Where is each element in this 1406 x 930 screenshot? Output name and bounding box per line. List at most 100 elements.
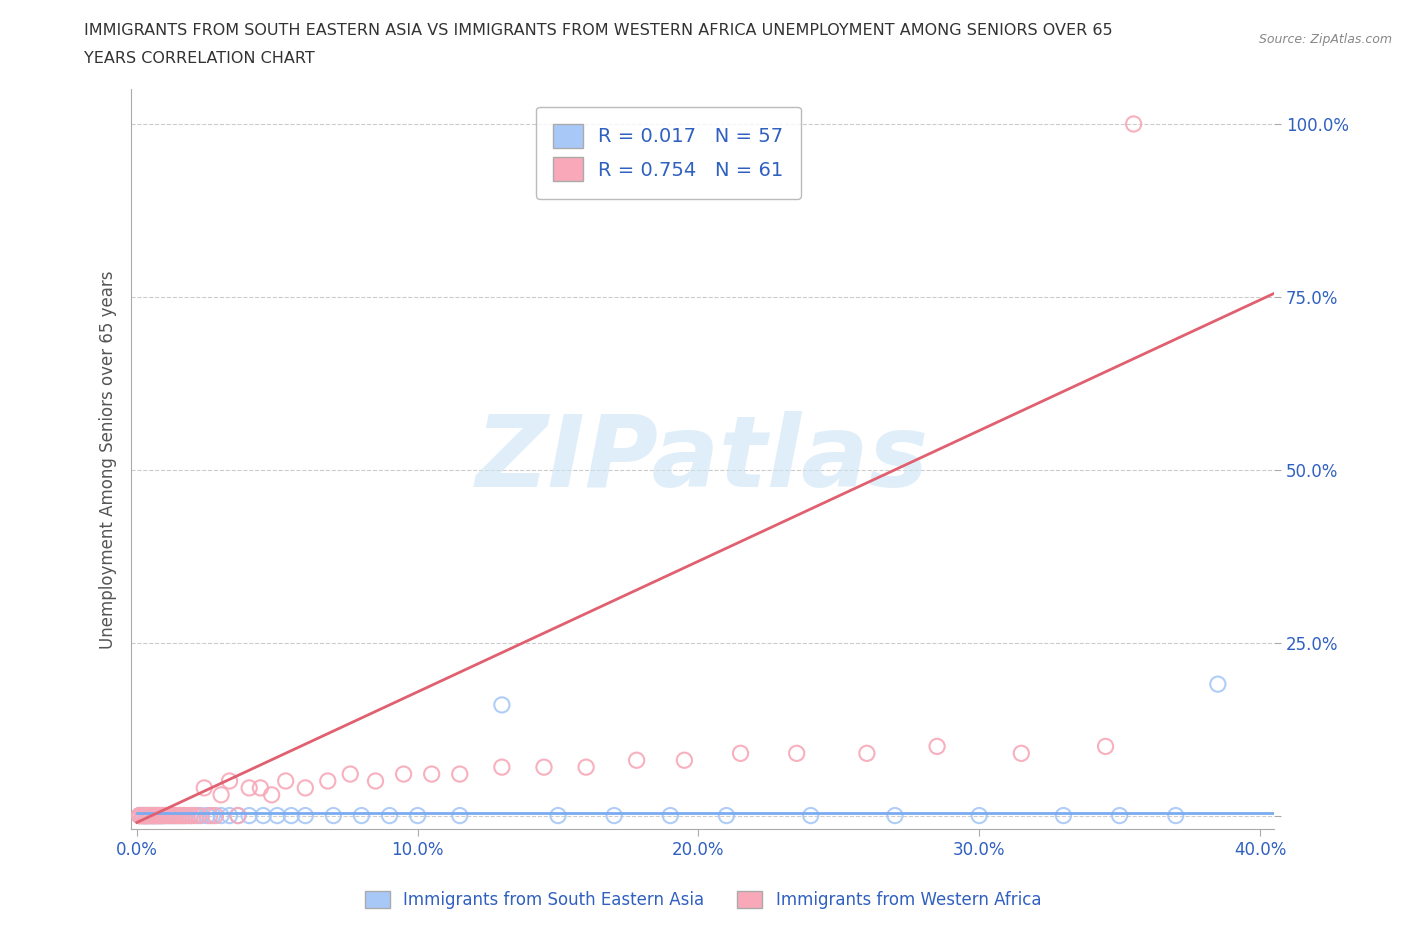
Point [209,808,232,823]
Point [153,808,176,823]
Point [150,808,173,823]
Point [134,808,156,823]
Point [184,808,207,823]
Point [128,808,150,823]
Point [1010,746,1032,761]
Point [420,766,443,781]
Point [260,788,283,803]
Point [226,808,249,823]
Point [800,808,823,823]
Point [294,780,316,795]
Point [193,780,215,795]
Point [159,808,181,823]
Point [173,808,195,823]
Point [139,808,162,823]
Point [179,808,201,823]
Point [162,808,184,823]
Point [139,808,162,823]
Point [659,808,682,823]
Point [350,808,373,823]
Point [491,760,513,775]
Point [139,808,162,823]
Point [673,752,696,767]
Point [1206,677,1229,692]
Point [176,808,198,823]
Point [406,808,429,823]
Point [142,808,165,823]
Point [190,808,212,823]
Point [201,808,224,823]
Point [280,808,302,823]
Point [167,808,190,823]
Point [128,808,150,823]
Point [134,808,156,823]
Point [364,774,387,789]
Point [218,774,240,789]
Point [153,808,176,823]
Point [925,739,948,754]
Text: IMMIGRANTS FROM SOUTH EASTERN ASIA VS IMMIGRANTS FROM WESTERN AFRICA UNEMPLOYMEN: IMMIGRANTS FROM SOUTH EASTERN ASIA VS IM… [84,23,1114,38]
Point [136,808,159,823]
Point [142,808,165,823]
Legend: Immigrants from South Eastern Asia, Immigrants from Western Africa: Immigrants from South Eastern Asia, Immi… [356,883,1050,917]
Point [173,808,195,823]
Point [249,780,271,795]
Text: ZIPatlas: ZIPatlas [477,411,929,508]
Point [626,752,648,767]
Point [142,808,165,823]
Point [294,808,316,823]
Text: Source: ZipAtlas.com: Source: ZipAtlas.com [1258,33,1392,46]
Point [187,808,209,823]
Point [1052,808,1074,823]
Point [967,808,990,823]
Point [1108,808,1130,823]
Point [156,808,179,823]
Point [131,808,153,823]
Point [181,808,204,823]
Point [136,808,159,823]
Point [148,808,170,823]
Point [198,808,221,823]
Point [145,808,167,823]
Point [1094,739,1116,754]
Point [136,808,159,823]
Point [266,808,288,823]
Point [145,808,167,823]
Point [449,766,471,781]
Point [491,698,513,712]
Point [150,808,173,823]
Point [179,808,201,823]
Point [533,760,555,775]
Point [142,808,165,823]
Point [252,808,274,823]
Point [209,788,232,803]
Point [145,808,167,823]
Y-axis label: Unemployment Among Seniors over 65 years: Unemployment Among Seniors over 65 years [100,270,117,648]
Point [167,808,190,823]
Point [238,808,260,823]
Point [131,808,153,823]
Point [134,808,156,823]
Point [226,808,249,823]
Point [884,808,907,823]
Point [274,774,297,789]
Point [786,746,808,761]
Point [128,808,150,823]
Point [134,808,156,823]
Point [134,808,156,823]
Point [339,766,361,781]
Point [378,808,401,823]
Point [150,808,173,823]
Point [162,808,184,823]
Point [449,808,471,823]
Point [1122,116,1144,131]
Point [165,808,187,823]
Point [150,808,173,823]
Point [128,808,150,823]
Point [730,746,752,761]
Point [322,808,344,823]
Point [716,808,738,823]
Point [603,808,626,823]
Point [392,766,415,781]
Point [165,808,187,823]
